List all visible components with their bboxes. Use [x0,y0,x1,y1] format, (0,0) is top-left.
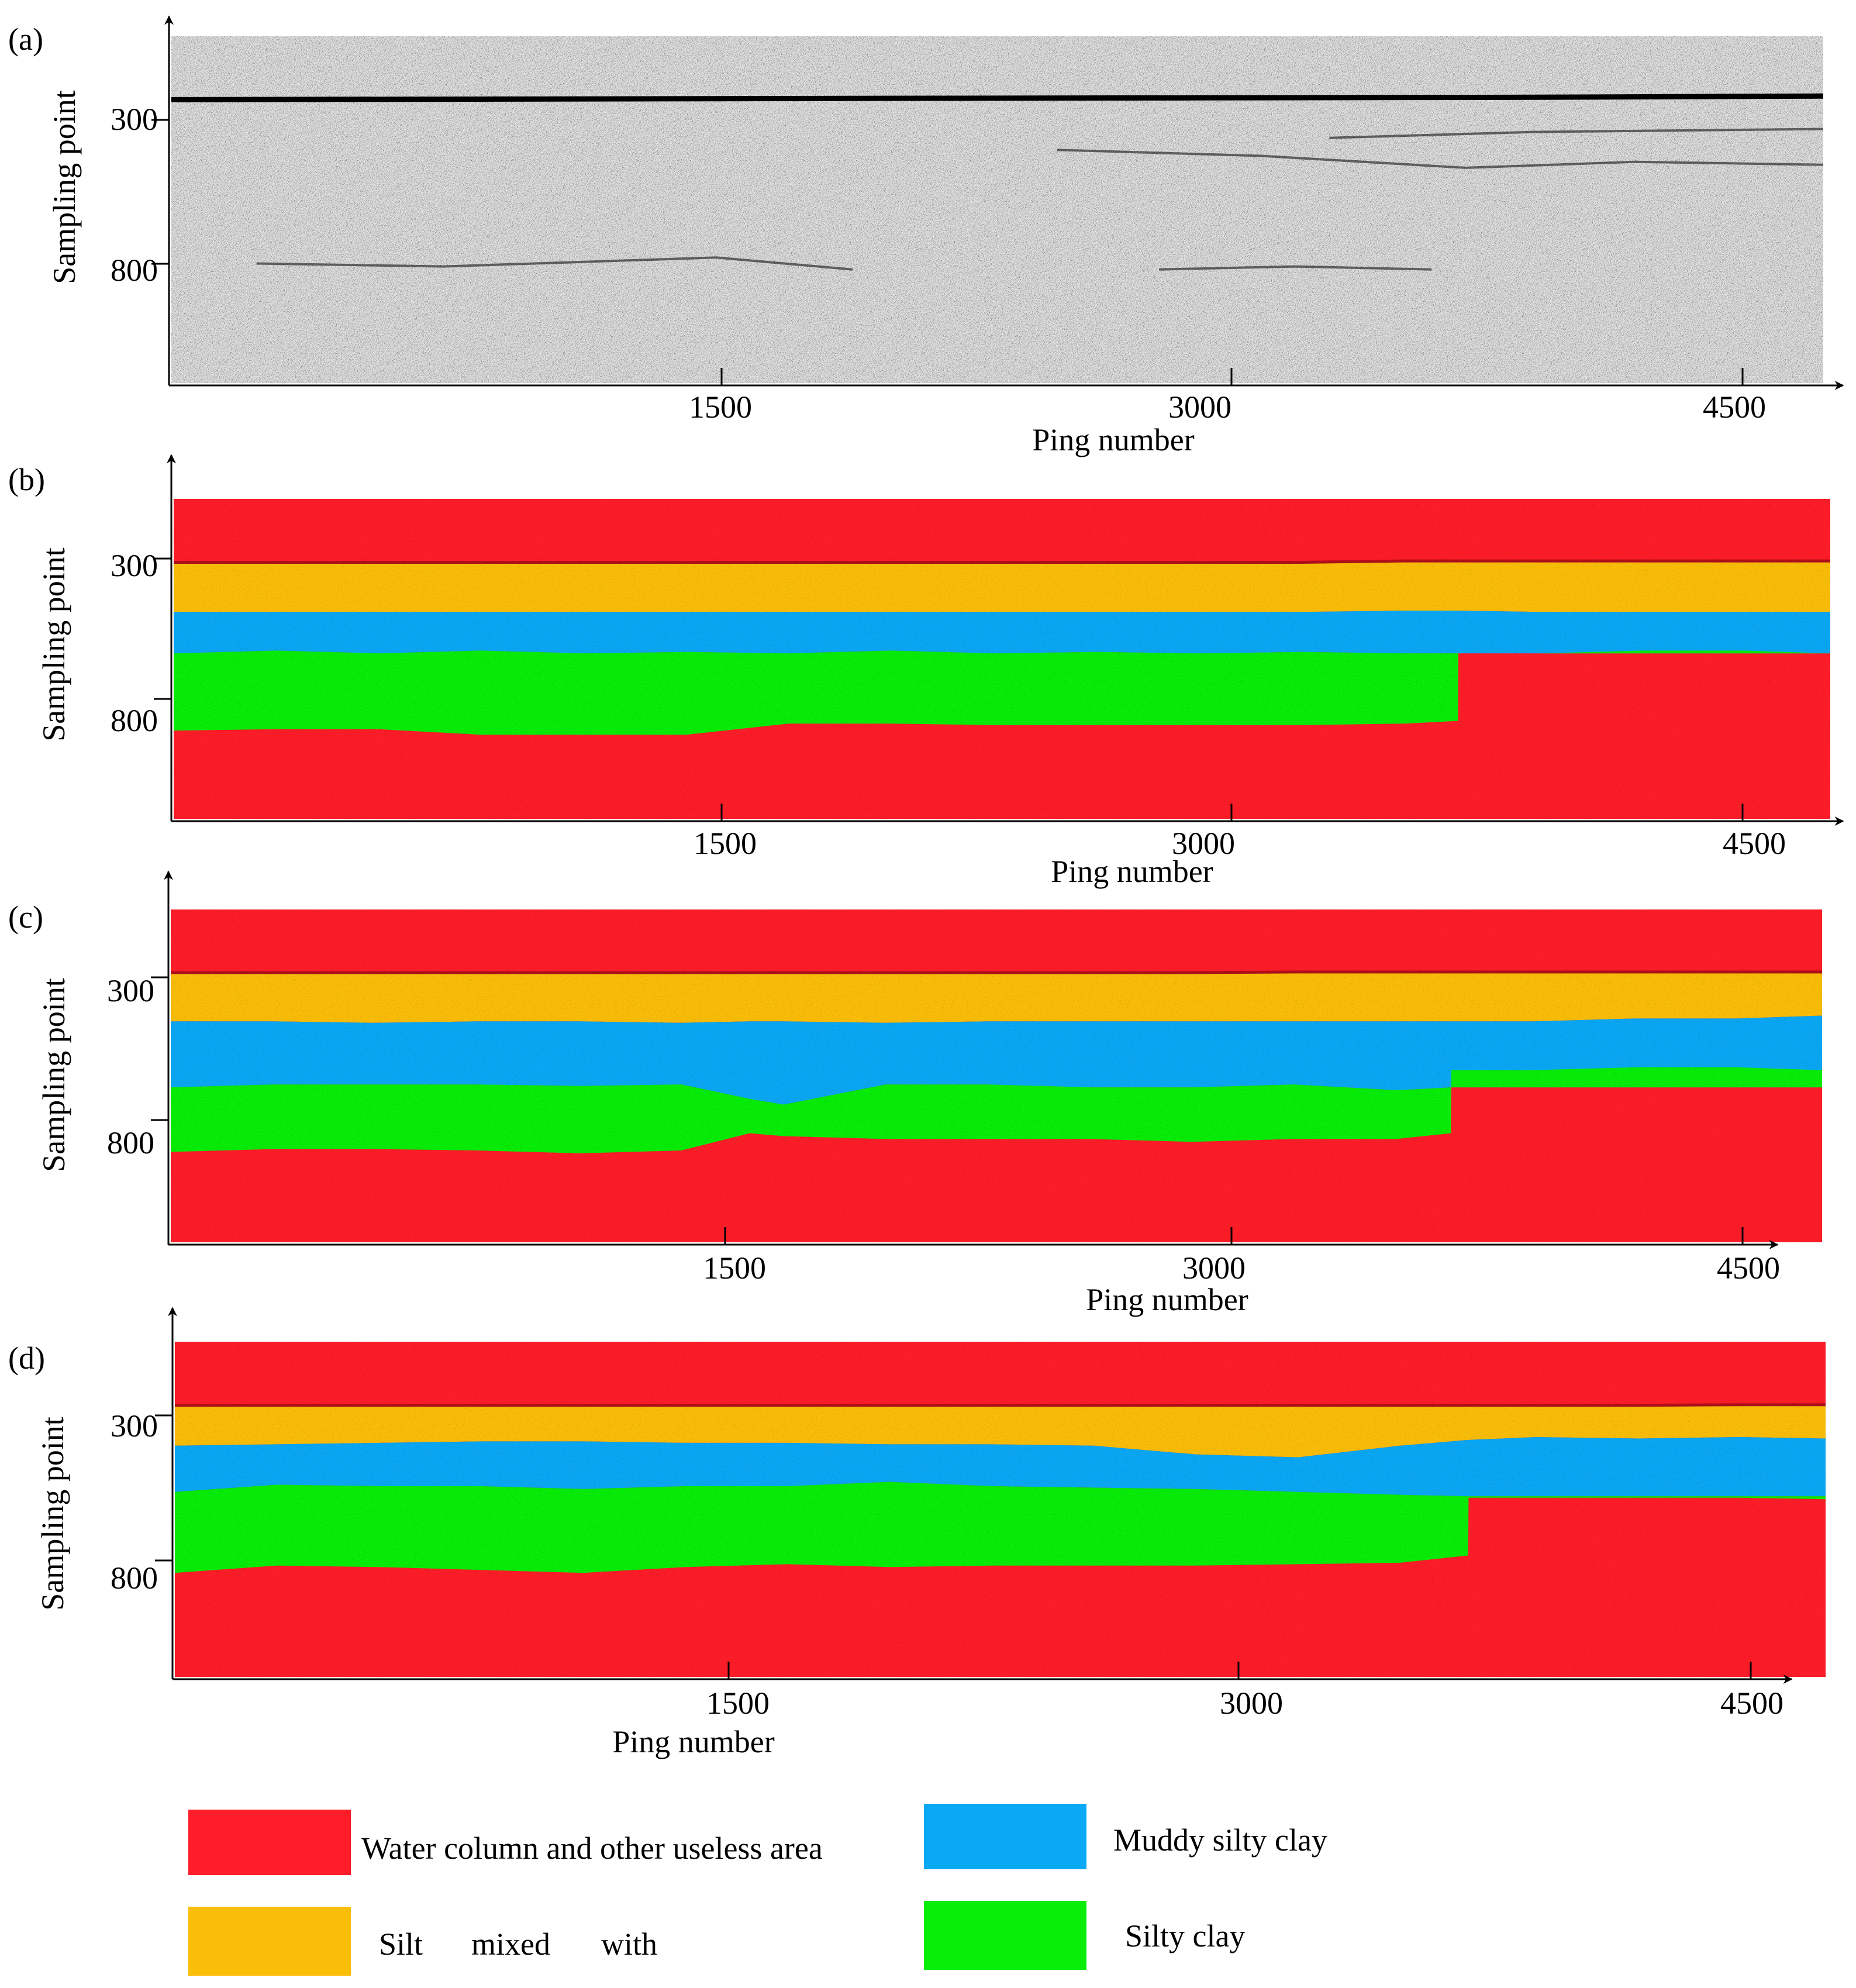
legend-label-silt-3: with [601,1927,657,1962]
panel-a-ytick-800: 800 [111,253,158,288]
panel-a-ylabel: Sampling point [47,90,82,284]
panel-c-xlabel: Ping number [1086,1282,1248,1317]
panel-c-ytick-800: 800 [107,1125,154,1160]
panel-a-xtick-4500: 4500 [1703,390,1766,425]
panel-a-xlabel: Ping number [1032,422,1195,457]
panel-b-ytick-800: 800 [111,703,158,738]
texture-overlay [175,1342,1826,1677]
legend-swatch-water [188,1810,351,1875]
texture-overlay [171,909,1822,1242]
panel-d-plot [155,1307,1826,1684]
panel-b-label: (b) [8,462,45,497]
reflector-deep-1 [256,256,853,271]
reflector-deep-2 [1159,265,1432,271]
panel-b-plot [154,454,1844,826]
panel-a-xtick-1500: 1500 [689,390,752,425]
panel-a-ytick-300: 300 [111,102,158,137]
panel-d: (d) Sampling point 300 800 1500 3000 450… [8,1307,1826,1759]
panel-b-xlabel: Ping number [1051,854,1213,889]
legend-label-water: Water column and other useless area [361,1831,823,1866]
legend-label-muddy: Muddy silty clay [1113,1822,1327,1858]
panel-b-xtick-3000: 3000 [1172,826,1235,861]
panel-c-xtick-3000: 3000 [1182,1250,1246,1286]
legend: Water column and other useless area Mudd… [188,1804,1327,1976]
panel-a-label: (a) [8,22,43,57]
panel-a-xtick-3000: 3000 [1168,390,1231,425]
panel-a: (a) Sampling point 300 800 1500 3000 450… [8,15,1844,457]
legend-label-silt-1: Silt [379,1927,423,1962]
panel-d-ytick-300: 300 [111,1408,158,1443]
panel-d-xtick-4500: 4500 [1720,1686,1783,1721]
panel-a-plot [151,15,1844,390]
texture-overlay [174,499,1830,819]
panel-b: (b) Sampling point 300 800 1500 3000 450… [8,454,1844,889]
panel-d-xtick-1500: 1500 [706,1686,770,1721]
legend-swatch-silty [924,1901,1086,1970]
legend-label-silt-2: mixed [471,1927,550,1962]
panel-c-xtick-1500: 1500 [703,1250,766,1286]
legend-label-silty: Silty clay [1125,1918,1245,1953]
reflector-seafloor [171,93,1824,102]
panel-b-ylabel: Sampling point [36,547,71,742]
panel-c-ytick-300: 300 [107,973,154,1008]
panel-d-ylabel: Sampling point [35,1417,70,1611]
panel-d-xlabel: Ping number [612,1724,775,1759]
panel-d-xtick-3000: 3000 [1220,1686,1283,1721]
panel-d-label: (d) [8,1341,45,1376]
panel-c-xtick-4500: 4500 [1717,1250,1780,1286]
panel-c: (c) Sampling point 300 800 1500 3000 450… [8,870,1822,1317]
panel-b-xtick-1500: 1500 [694,826,757,861]
legend-swatch-muddy [924,1804,1086,1869]
panel-d-ytick-800: 800 [111,1560,158,1596]
panel-b-ytick-300: 300 [111,548,158,583]
panel-c-ylabel: Sampling point [36,978,71,1172]
panel-c-plot [151,870,1822,1249]
reflector-subbottom-2 [1329,128,1824,139]
panel-b-xtick-4500: 4500 [1723,826,1786,861]
reflector-subbottom-1 [1057,149,1824,169]
panel-c-label: (c) [8,900,43,935]
legend-swatch-silt [188,1907,351,1976]
profile-noise [171,36,1823,383]
